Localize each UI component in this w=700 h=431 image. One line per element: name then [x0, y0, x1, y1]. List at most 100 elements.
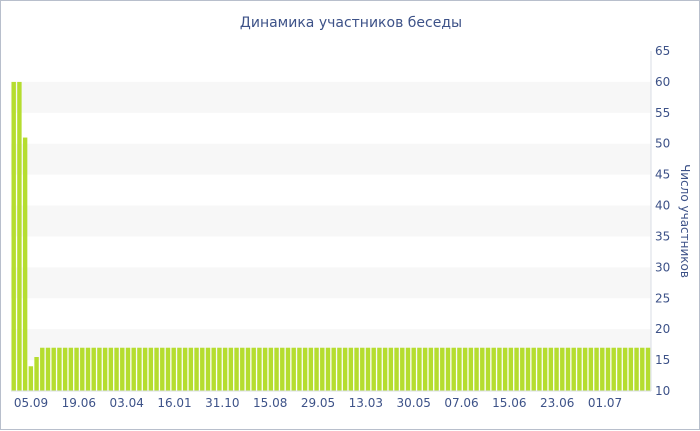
bar — [394, 347, 399, 391]
bar — [120, 347, 125, 391]
x-tick-label: 13.03 — [349, 396, 383, 410]
y-tick-label: 45 — [655, 168, 670, 182]
bar — [485, 347, 491, 391]
bar — [200, 347, 205, 391]
bar — [342, 347, 348, 391]
bar — [320, 347, 325, 391]
bar — [388, 347, 394, 391]
bar — [102, 347, 108, 391]
bar — [257, 347, 262, 391]
bar — [51, 347, 56, 391]
x-tick-label: 07.06 — [444, 396, 478, 410]
bar — [160, 347, 165, 391]
y-tick-label: 35 — [655, 229, 670, 243]
bar — [565, 347, 571, 391]
bar — [548, 347, 554, 391]
bar — [131, 347, 136, 391]
y-tick-labels: 10 15 20 25 30 35 40 45 50 55 60 65 — [655, 44, 670, 398]
background-band — [11, 143, 651, 175]
x-tick-label: 15.06 — [492, 396, 526, 410]
bar — [11, 81, 16, 391]
bar — [34, 357, 39, 391]
bar — [57, 347, 62, 391]
background-bands — [11, 81, 651, 361]
bar — [622, 347, 628, 391]
bar — [171, 347, 176, 391]
bar — [194, 347, 199, 391]
bar — [177, 347, 182, 391]
bar — [217, 347, 222, 391]
bar — [560, 347, 565, 391]
bar — [520, 347, 525, 391]
y-tick-label: 55 — [655, 106, 670, 120]
bar — [285, 347, 291, 391]
x-tick-label: 29.05 — [301, 396, 335, 410]
bar — [142, 347, 148, 391]
bar — [611, 347, 616, 391]
bar — [17, 81, 22, 391]
bar — [280, 347, 285, 391]
bar — [514, 347, 519, 391]
bar — [268, 347, 274, 391]
bar — [542, 347, 548, 391]
bar — [337, 347, 342, 391]
bar — [434, 347, 439, 391]
bar — [148, 347, 154, 391]
bar — [531, 347, 536, 391]
bar — [474, 347, 479, 391]
bar — [417, 347, 422, 391]
x-tick-label: 03.04 — [110, 396, 144, 410]
bar — [97, 347, 102, 391]
bar — [331, 347, 336, 391]
bar — [85, 347, 91, 391]
bar — [291, 347, 296, 391]
bar — [188, 347, 194, 391]
bar — [411, 347, 416, 391]
y-tick-label: 65 — [655, 44, 670, 58]
bar — [451, 347, 456, 391]
x-tick-labels: 05.09 19.06 03.04 16.01 31.10 15.08 29.05 13.03… — [14, 396, 622, 410]
bar — [497, 347, 502, 391]
x-tick-label: 31.10 — [205, 396, 239, 410]
bar — [40, 347, 45, 391]
bar — [605, 347, 611, 391]
bar — [302, 347, 308, 391]
bar — [577, 347, 582, 391]
bar — [525, 347, 531, 391]
bar — [240, 347, 245, 391]
bar — [600, 347, 605, 391]
bar — [108, 347, 114, 391]
bar — [480, 347, 485, 391]
y-tick-label: 50 — [655, 137, 670, 151]
bar — [154, 347, 159, 391]
bar — [462, 347, 468, 391]
x-tick-label: 15.08 — [253, 396, 287, 410]
bar — [554, 347, 559, 391]
bar — [91, 347, 96, 391]
bar — [137, 347, 142, 391]
bar — [62, 347, 68, 391]
bar — [125, 347, 131, 391]
bar — [628, 347, 634, 391]
bar — [211, 347, 216, 391]
y-tick-label: 25 — [655, 291, 670, 305]
bar — [22, 137, 28, 391]
bar — [245, 347, 251, 391]
bar — [382, 347, 388, 391]
bar — [537, 347, 542, 391]
bar — [422, 347, 428, 391]
bar — [314, 347, 319, 391]
bar — [445, 347, 451, 391]
bar — [440, 347, 445, 391]
x-tick-label: 19.06 — [62, 396, 96, 410]
bar — [325, 347, 331, 391]
bar — [114, 347, 119, 391]
bar — [80, 347, 85, 391]
bar — [308, 347, 314, 391]
bar — [428, 347, 434, 391]
bar — [594, 347, 599, 391]
bar — [205, 347, 211, 391]
bar — [491, 347, 496, 391]
